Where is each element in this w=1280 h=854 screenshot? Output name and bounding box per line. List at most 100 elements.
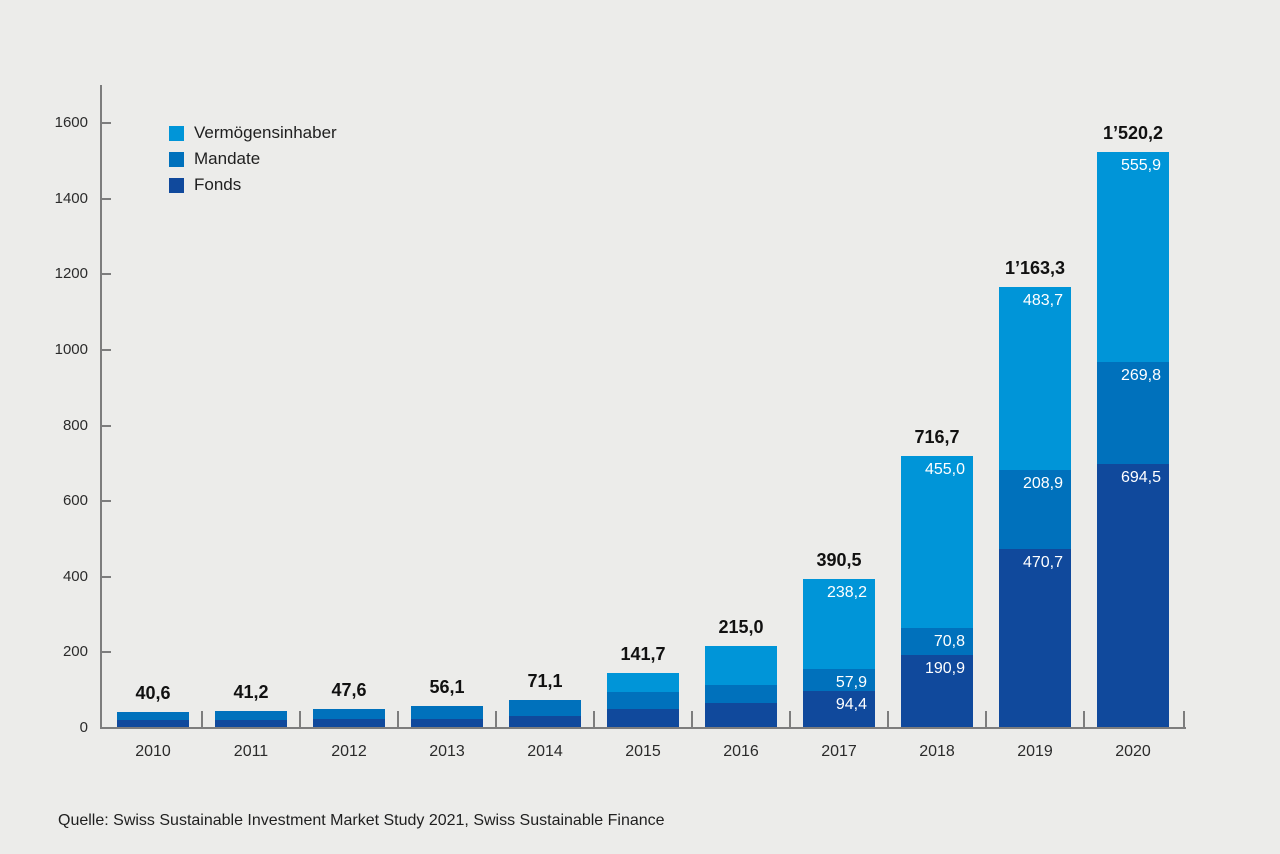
y-axis-tick-label: 600 xyxy=(62,492,88,510)
total-value-label-2018: 716,7 xyxy=(914,426,960,447)
bar-segment-fonds-2010 xyxy=(117,720,189,727)
x-axis-category-label-2015: 2015 xyxy=(625,743,661,760)
legend-item-fonds: Fonds xyxy=(169,172,337,198)
legend-swatch-fonds-icon xyxy=(169,177,184,193)
bar-segment-mandate-2014 xyxy=(509,700,581,717)
bar-segment-mandate-2012 xyxy=(313,709,385,720)
x-axis-tick xyxy=(201,711,203,727)
y-axis-tick xyxy=(102,575,111,578)
segment-value-label: 70,8 xyxy=(933,633,965,651)
total-value-label-2016: 215,0 xyxy=(718,616,764,637)
y-axis-tick-label: 1600 xyxy=(54,114,88,131)
y-axis-tick-label: 200 xyxy=(62,643,88,661)
y-axis-tick-label: 1200 xyxy=(54,265,88,283)
total-value-label-2010: 40,6 xyxy=(135,682,171,703)
x-axis-category-label-2013: 2013 xyxy=(429,743,465,760)
segment-value-label: 694,5 xyxy=(1120,469,1161,487)
x-axis-tick xyxy=(593,711,595,727)
y-axis-tick-label: 0 xyxy=(79,719,88,736)
x-axis-tick xyxy=(887,711,889,727)
bar-segment-mandate-2011 xyxy=(215,711,287,720)
bar-segment-mandate-2016 xyxy=(705,684,777,704)
total-value-label-2012: 47,6 xyxy=(331,680,367,700)
bar-segment-fonds-2019: 470,7 xyxy=(999,549,1071,727)
x-axis-category-label-2014: 2014 xyxy=(527,743,563,760)
segment-value-label: 470,7 xyxy=(1022,554,1063,572)
legend-label: Mandate xyxy=(194,149,261,168)
x-axis-line xyxy=(100,727,1186,729)
y-axis-tick xyxy=(102,651,111,654)
x-axis-tick xyxy=(299,711,301,727)
total-value-label-2019: 1’163,3 xyxy=(1004,258,1066,279)
x-axis-end-tick xyxy=(1183,711,1185,727)
bar-segment-vermögensinhaber-2020: 555,9 xyxy=(1097,152,1169,363)
bar-segment-fonds-2020: 694,5 xyxy=(1097,464,1169,727)
y-axis-tick-label: 1000 xyxy=(54,340,88,358)
bar-segment-vermögensinhaber-2019: 483,7 xyxy=(999,287,1071,471)
bar-segment-mandate-2015 xyxy=(607,692,679,709)
x-axis-tick xyxy=(397,711,399,727)
y-axis-tick-label: 800 xyxy=(62,416,88,434)
source-caption: Quelle: Swiss Sustainable Investment Mar… xyxy=(58,812,665,829)
bar-segment-fonds-2016 xyxy=(705,703,777,727)
chart-legend: Vermögensinhaber Mandate Fonds xyxy=(169,120,337,198)
segment-value-label: 555,9 xyxy=(1120,157,1161,175)
x-axis-category-label-2020: 2020 xyxy=(1115,743,1151,760)
segment-value-label: 208,9 xyxy=(1022,475,1063,493)
total-value-label-2017: 390,5 xyxy=(816,550,862,571)
legend-item-vermoegensinhaber: Vermögensinhaber xyxy=(169,120,337,146)
legend-item-mandate: Mandate xyxy=(169,146,337,172)
bar-segment-mandate-2013 xyxy=(411,705,483,719)
total-value-label-2014: 71,1 xyxy=(527,671,563,692)
bar-segment-fonds-2015 xyxy=(607,709,679,727)
bar-segment-mandate-2019: 208,9 xyxy=(999,470,1071,549)
segment-value-label: 94,4 xyxy=(835,696,867,714)
y-axis-tick xyxy=(102,273,111,276)
bar-segment-fonds-2014 xyxy=(509,716,581,727)
x-axis-category-label-2016: 2016 xyxy=(723,743,759,760)
x-axis-category-label-2017: 2017 xyxy=(821,743,857,760)
bar-segment-vermögensinhaber-2016 xyxy=(705,645,777,685)
bar-segment-mandate-2018: 70,8 xyxy=(901,628,973,655)
y-axis-line xyxy=(100,85,102,729)
bar-segment-vermögensinhaber-2017: 238,2 xyxy=(803,579,875,670)
y-axis-tick xyxy=(102,122,111,124)
bar-segment-fonds-2012 xyxy=(313,719,385,727)
x-axis-category-label-2010: 2010 xyxy=(135,743,171,760)
legend-swatch-vermoegensinhaber-icon xyxy=(169,125,184,141)
total-value-label-2011: 41,2 xyxy=(233,682,269,703)
y-axis-tick-label: 1400 xyxy=(54,189,88,207)
bar-segment-fonds-2013 xyxy=(411,718,483,727)
x-axis-tick xyxy=(495,711,497,727)
x-axis-tick xyxy=(985,711,987,727)
segment-value-label: 483,7 xyxy=(1022,292,1063,310)
bar-segment-mandate-2020: 269,8 xyxy=(1097,362,1169,465)
bar-segment-fonds-2017: 94,4 xyxy=(803,691,875,727)
segment-value-label: 190,9 xyxy=(924,659,965,677)
segment-value-label: 238,2 xyxy=(826,584,867,602)
x-axis-category-label-2019: 2019 xyxy=(1017,743,1053,760)
legend-swatch-mandate-icon xyxy=(169,151,184,167)
legend-label: Fonds xyxy=(194,175,242,194)
x-axis-category-label-2012: 2012 xyxy=(331,743,367,760)
x-axis-category-label-2011: 2011 xyxy=(233,743,269,760)
y-axis-tick xyxy=(102,500,111,503)
x-axis-category-label-2018: 2018 xyxy=(919,743,955,760)
x-axis-tick xyxy=(789,711,791,727)
bar-segment-mandate-2017: 57,9 xyxy=(803,669,875,691)
segment-value-label: 455,0 xyxy=(924,460,965,478)
segment-value-label: 269,8 xyxy=(1120,367,1161,385)
y-axis-tick xyxy=(102,424,111,427)
total-value-label-2013: 56,1 xyxy=(429,676,465,697)
total-value-label-2015: 141,7 xyxy=(620,644,666,665)
bar-segment-fonds-2011 xyxy=(215,720,287,727)
total-value-label-2020: 1’520,2 xyxy=(1102,123,1164,144)
legend-label: Vermögensinhaber xyxy=(194,123,337,142)
segment-value-label: 57,9 xyxy=(835,674,867,692)
x-axis-tick xyxy=(1083,711,1085,727)
y-axis-tick xyxy=(102,348,111,351)
bar-segment-vermögensinhaber-2015 xyxy=(607,673,679,693)
bar-segment-fonds-2018: 190,9 xyxy=(901,654,973,727)
y-axis-tick-label: 400 xyxy=(62,567,88,585)
